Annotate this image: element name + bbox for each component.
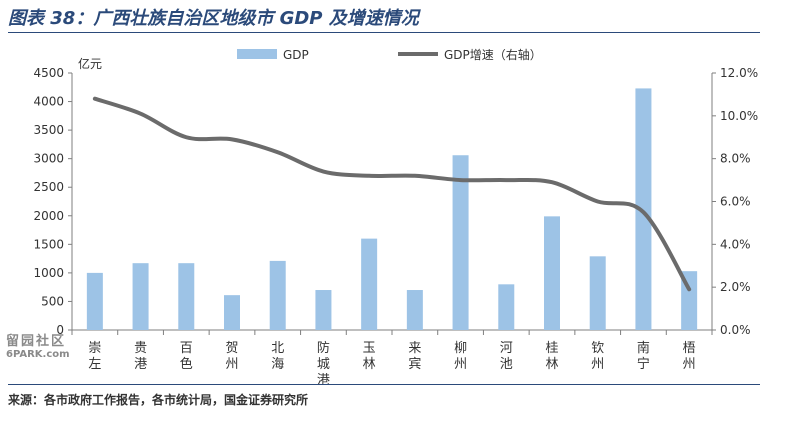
x-label-柳州: 柳州 xyxy=(454,341,467,372)
watermark-text-en: 6PARK.com xyxy=(6,349,70,360)
bar-桂林 xyxy=(544,216,560,330)
bar-北海 xyxy=(269,260,286,330)
y-left-tick-label: 3000 xyxy=(33,152,64,166)
watermark: 留园社区 6PARK.com xyxy=(6,330,98,364)
y-left-tick-label: 4000 xyxy=(33,95,64,109)
y-left-tick-label: 2500 xyxy=(33,180,64,194)
y-right-tick-label: 2.0% xyxy=(720,280,751,294)
x-label-梧州: 梧州 xyxy=(683,341,696,372)
y-left-tick-label: 3500 xyxy=(33,123,64,137)
bar-钦州 xyxy=(589,256,606,330)
y-axis-left-label: 亿元 xyxy=(78,56,102,71)
y-left-tick-label: 1000 xyxy=(33,266,64,280)
x-axis-labels: 崇左 贵港 百色 贺州 北海 防城港 玉林 来宾 柳州 河池 桂林 钦州 南宁 梧州 xyxy=(88,340,695,388)
bar-贺州 xyxy=(224,295,240,330)
x-label-南宁: 南宁 xyxy=(637,340,650,372)
y-left-tick-label: 1500 xyxy=(33,237,64,251)
bar-柳州 xyxy=(452,155,469,330)
bar-防城港 xyxy=(315,290,332,330)
source-note: 来源：各市政府工作报告，各市统计局，国金证券研究所 xyxy=(8,393,309,407)
y-left-tick-label: 2000 xyxy=(33,209,64,223)
x-label-河池: 河池 xyxy=(500,341,513,372)
x-label-贵港: 贵港 xyxy=(134,341,147,372)
y-left-tick-label: 500 xyxy=(41,294,64,308)
bar-南宁 xyxy=(635,88,652,330)
y-right-tick-label: 6.0% xyxy=(720,195,751,209)
x-label-贺州: 贺州 xyxy=(225,341,238,372)
y-right-tick-label: 10.0% xyxy=(720,109,758,123)
x-label-百色: 百色 xyxy=(180,341,193,372)
bar-玉林 xyxy=(361,238,378,330)
x-label-北海: 北海 xyxy=(271,341,284,372)
title-divider xyxy=(8,32,760,33)
legend-label-gdp: GDP xyxy=(283,48,309,62)
bar-来宾 xyxy=(406,290,423,330)
line-series xyxy=(92,96,692,292)
y-right-tick-label: 4.0% xyxy=(720,237,751,251)
y-right-tick-label: 12.0% xyxy=(720,66,758,80)
bar-河池 xyxy=(498,284,515,330)
bar-百色 xyxy=(178,263,195,330)
bar-崇左 xyxy=(86,272,103,330)
bar-series xyxy=(86,88,698,330)
y-right-tick-label: 8.0% xyxy=(720,152,751,166)
y-left-tick-label: 4500 xyxy=(33,66,64,80)
x-label-防城港: 防城港 xyxy=(317,340,330,388)
x-label-来宾: 来宾 xyxy=(408,341,421,372)
y-right-tick-label: 0.0% xyxy=(720,323,751,337)
y-left-tick-label: 0 xyxy=(56,323,64,337)
legend-swatch-gdp xyxy=(237,49,277,59)
x-label-玉林: 玉林 xyxy=(363,341,376,372)
x-label-桂林: 桂林 xyxy=(545,341,558,372)
legend: GDP GDP增速（右轴） xyxy=(237,47,542,62)
bar-贵港 xyxy=(132,263,149,330)
watermark-text-cn: 留园社区 xyxy=(6,334,67,349)
x-label-崇左: 崇左 xyxy=(88,341,101,372)
legend-label-growth: GDP增速（右轴） xyxy=(444,47,542,62)
figure-title: 图表 38：广西壮族自治区地级市 GDP 及增速情况 xyxy=(8,8,419,29)
x-label-钦州: 钦州 xyxy=(591,341,604,372)
source-divider xyxy=(8,384,760,385)
